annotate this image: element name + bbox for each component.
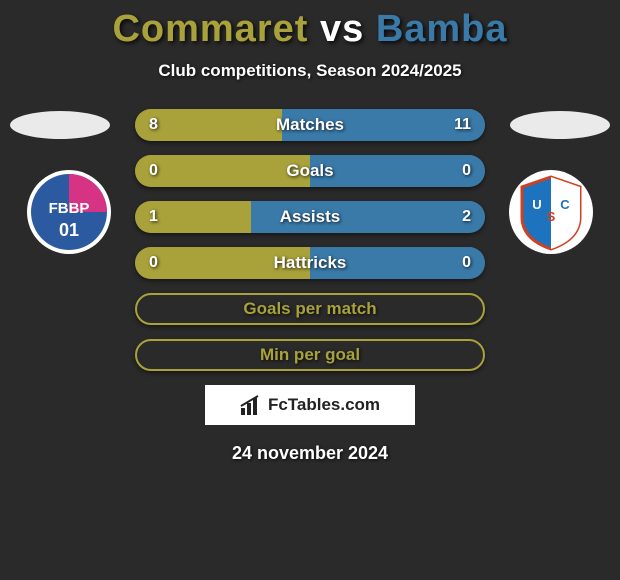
- stat-value-right: 0: [462, 254, 471, 272]
- comparison-content: FBBP 01 U S C 8 11 Matches 0 0 Goals 1 2 Assists…: [0, 109, 620, 464]
- stat-label: Min per goal: [260, 345, 360, 365]
- svg-text:C: C: [560, 197, 570, 212]
- stat-label: Assists: [280, 207, 340, 227]
- stat-bar-fill-right: [310, 155, 485, 187]
- stat-value-right: 2: [462, 208, 471, 226]
- stat-value-right: 11: [454, 116, 471, 134]
- player-left-ellipse: [10, 111, 110, 139]
- stat-bar: 0 0 Goals: [135, 155, 485, 187]
- club-badge-right: U S C: [508, 169, 594, 255]
- svg-text:FBBP: FBBP: [49, 200, 90, 217]
- stat-label: Goals: [286, 161, 333, 181]
- stat-bar-fill-left: [135, 155, 310, 187]
- fctables-logo-text: FcTables.com: [268, 395, 380, 415]
- svg-text:U: U: [532, 197, 541, 212]
- date-text: 24 november 2024: [0, 443, 620, 464]
- stat-value-left: 0: [149, 162, 158, 180]
- comparison-bars: 8 11 Matches 0 0 Goals 1 2 Assists 0 0 Hattricks Goa…: [135, 109, 485, 371]
- stat-value-right: 0: [462, 162, 471, 180]
- svg-text:S: S: [547, 209, 556, 224]
- fctables-logo: FcTables.com: [205, 385, 415, 425]
- subtitle: Club competitions, Season 2024/2025: [0, 61, 620, 81]
- stat-bar-empty: Min per goal: [135, 339, 485, 371]
- club-badge-right-icon: U S C: [508, 169, 594, 255]
- stat-bar: 0 0 Hattricks: [135, 247, 485, 279]
- vs-text: vs: [320, 8, 364, 50]
- stat-label: Matches: [276, 115, 344, 135]
- stat-label: Goals per match: [243, 299, 376, 319]
- page-title: Commaret vs Bamba: [0, 0, 620, 51]
- player-left-name: Commaret: [112, 8, 308, 50]
- fctables-logo-icon: [240, 394, 262, 416]
- stat-bar: 8 11 Matches: [135, 109, 485, 141]
- svg-text:01: 01: [59, 220, 79, 240]
- player-right-ellipse: [510, 111, 610, 139]
- club-badge-left: FBBP 01: [26, 169, 112, 255]
- stat-bar-empty: Goals per match: [135, 293, 485, 325]
- player-right-name: Bamba: [376, 8, 508, 50]
- stat-label: Hattricks: [274, 253, 347, 273]
- club-badge-left-icon: FBBP 01: [26, 169, 112, 255]
- stat-value-left: 8: [149, 116, 158, 134]
- stat-value-left: 0: [149, 254, 158, 272]
- stat-value-left: 1: [149, 208, 158, 226]
- stat-bar: 1 2 Assists: [135, 201, 485, 233]
